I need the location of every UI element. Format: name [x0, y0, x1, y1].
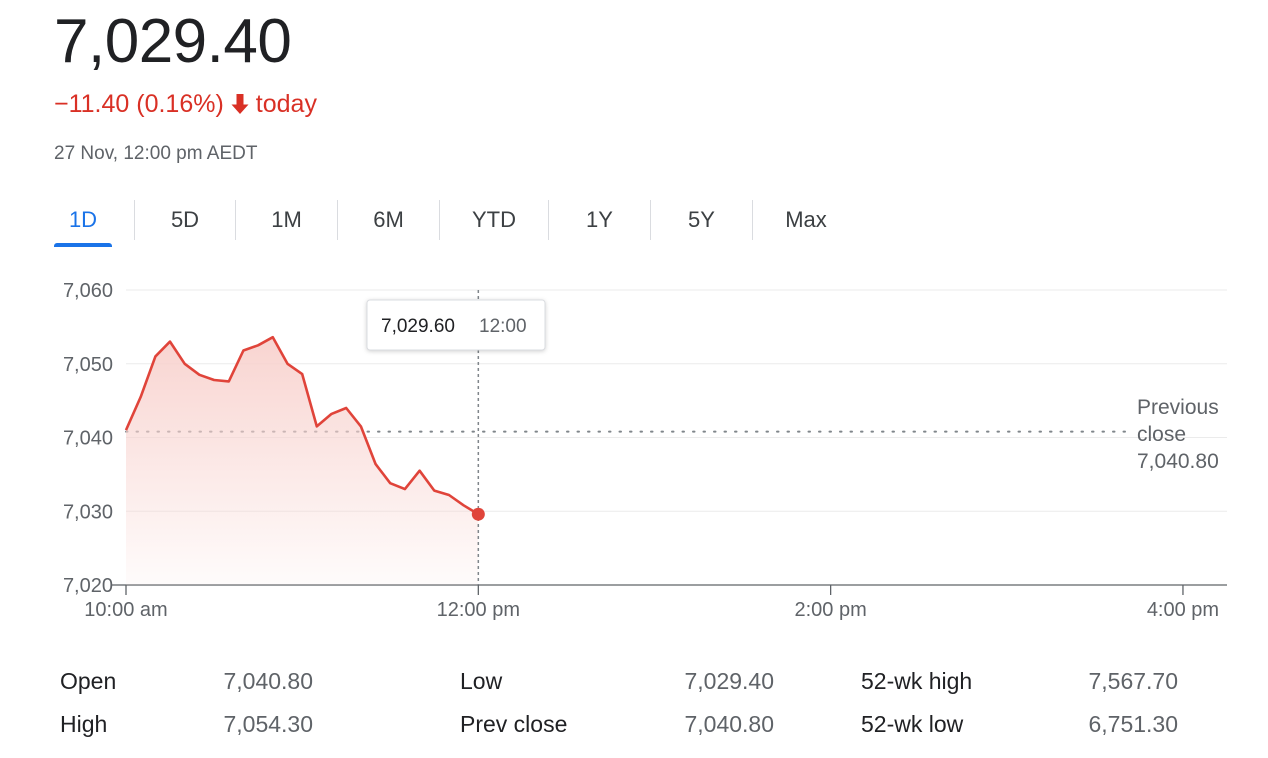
tab-divider	[752, 200, 753, 240]
previous-close-label: close	[1137, 423, 1186, 446]
time-range-tabs: 1D 5D 1M 6M YTD 1Y 5Y Max	[54, 196, 859, 250]
stat-value-low: 7,029.40	[684, 668, 774, 694]
tab-1d[interactable]: 1D	[54, 196, 112, 247]
x-tick-label: 10:00 am	[84, 599, 167, 621]
y-tick-label: 7,060	[63, 280, 113, 302]
price-tooltip: 7,029.60 12:00	[366, 299, 546, 351]
tab-divider	[439, 200, 440, 240]
stat-value-high: 7,054.30	[223, 711, 313, 737]
price-change: −11.40 (0.16%) today	[54, 88, 317, 120]
stat-label-high: High	[60, 711, 108, 737]
stat-label-52wk-high: 52-wk high	[861, 668, 973, 694]
stat-label-open: Open	[60, 668, 117, 694]
previous-close-label: Previous	[1137, 396, 1219, 419]
tab-6m[interactable]: 6M	[373, 207, 404, 232]
stat-value-52wk-high: 7,567.70	[1088, 668, 1178, 694]
tooltip-box	[366, 299, 546, 351]
tab-1m[interactable]: 1M	[271, 207, 302, 232]
stat-value-open: 7,040.80	[223, 668, 313, 694]
stat-value-prev-close: 7,040.80	[684, 711, 774, 737]
current-price: 7,029.40	[54, 7, 292, 76]
tab-divider	[548, 200, 549, 240]
previous-close-label: 7,040.80	[1137, 450, 1219, 473]
price-line	[124, 335, 479, 516]
key-stats-table: Open 7,040.80 High 7,054.30 Low 7,029.40…	[0, 660, 1268, 750]
tab-divider	[134, 200, 135, 240]
stat-label-low: Low	[460, 668, 503, 694]
quote-timestamp: 27 Nov, 12:00 pm AEDT	[54, 143, 258, 164]
x-tick-label: 2:00 pm	[795, 599, 867, 621]
tooltip-value: 7,029.60	[381, 316, 455, 337]
arrow-down-icon	[231, 94, 249, 114]
tab-max[interactable]: Max	[785, 207, 827, 232]
y-tick-label: 7,020	[63, 575, 113, 597]
x-tick-label: 4:00 pm	[1147, 599, 1219, 621]
change-amount: −11.40 (0.16%)	[54, 90, 224, 118]
tab-divider	[650, 200, 651, 240]
tab-5d[interactable]: 5D	[170, 207, 200, 232]
tooltip-time: 12:00	[479, 316, 527, 337]
price-chart[interactable]: 7,020 7,030 7,040 7,050 7,060 10:00 am 12:00 p…	[0, 270, 1268, 630]
y-tick-label: 7,030	[63, 501, 113, 523]
stat-value-52wk-low: 6,751.30	[1088, 711, 1178, 737]
cursor-point	[471, 507, 485, 521]
tab-5y[interactable]: 5Y	[688, 207, 715, 232]
change-period: today	[255, 90, 317, 118]
x-tick-label: 12:00 pm	[437, 599, 520, 621]
stat-label-52wk-low: 52-wk low	[861, 711, 964, 737]
tab-divider	[235, 200, 236, 240]
tab-1y[interactable]: 1Y	[586, 207, 613, 232]
price-area-fill	[126, 337, 479, 585]
tab-divider	[337, 200, 338, 240]
y-tick-label: 7,040	[63, 428, 113, 450]
y-tick-label: 7,050	[63, 354, 113, 376]
tab-ytd[interactable]: YTD	[472, 207, 516, 232]
stat-label-prev-close: Prev close	[460, 711, 568, 737]
